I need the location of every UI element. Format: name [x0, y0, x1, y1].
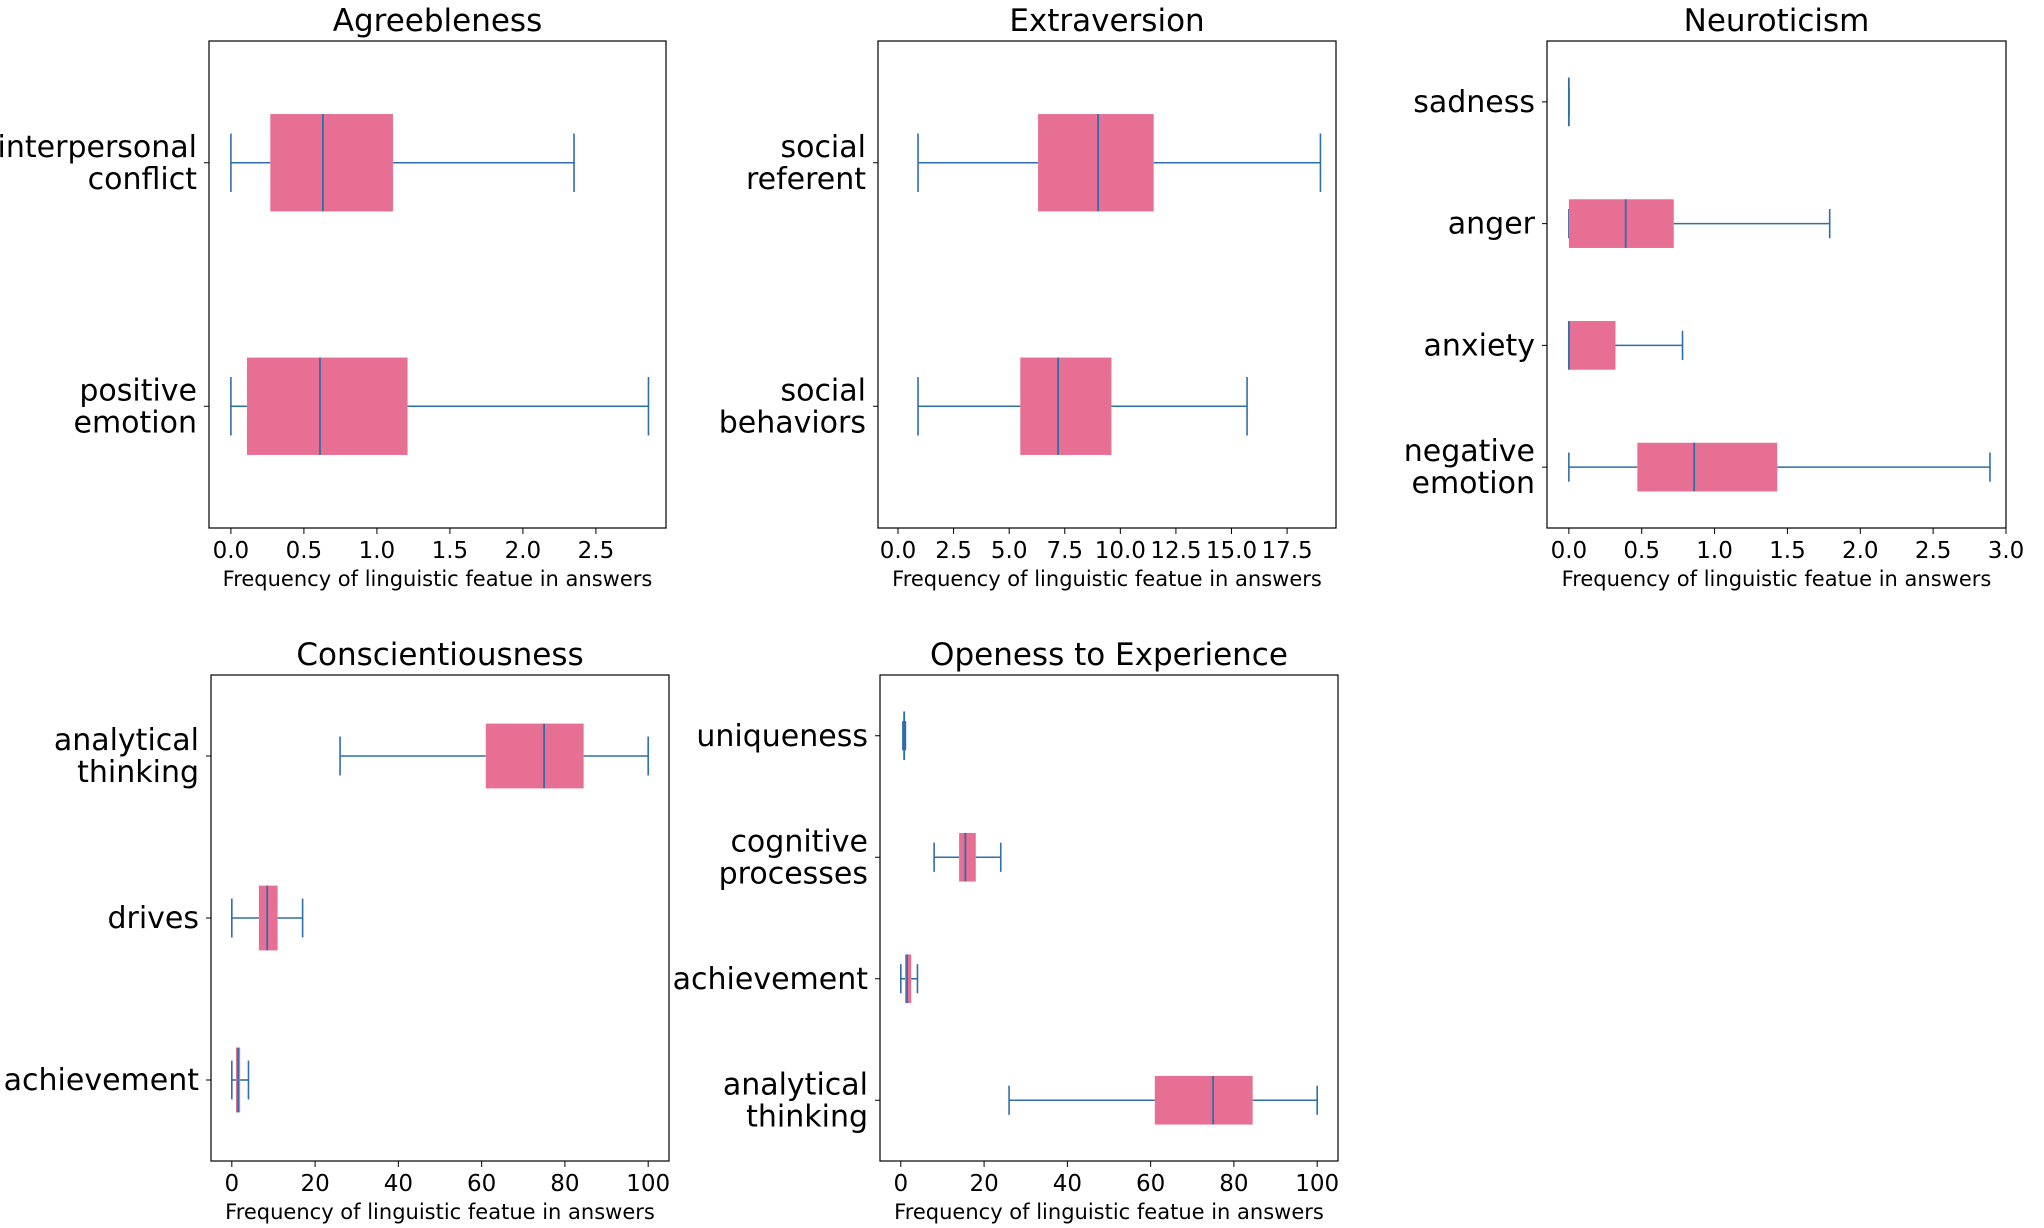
box-iqr — [258, 885, 278, 951]
panel-5: Openess to Experience uniqueness cognitive… — [673, 637, 1339, 1224]
chart-title: Neuroticism — [1684, 3, 1870, 39]
x-axis-label: Frequency of linguistic featue in answer… — [225, 1200, 655, 1224]
category-3: anxiety — [1424, 321, 1684, 370]
chart-title: Agreebleness — [333, 3, 542, 39]
category-3: achievement — [4, 1047, 250, 1113]
x-tick-label: 0 — [224, 1171, 239, 1197]
y-tick-label: anxiety — [1424, 328, 1535, 363]
x-tick-label: 60 — [1136, 1171, 1165, 1197]
y-tick-label: negative emotion — [1404, 434, 1535, 501]
category-2: drives — [107, 885, 304, 951]
panel-1: Agreebleness interpersonal conflict positiv… — [0, 3, 667, 591]
category-4: analytical thinking — [723, 1067, 1318, 1134]
panel-4: Conscientiousness analytical thinking drive… — [4, 637, 670, 1224]
x-tick-label: 2.0 — [505, 538, 542, 564]
y-tick-label: social referent — [746, 130, 866, 197]
category-1: social referent — [746, 114, 1322, 212]
x-tick-label: 100 — [626, 1171, 670, 1197]
x-tick-label: 20 — [969, 1171, 998, 1197]
box-iqr — [270, 114, 393, 212]
x-tick-label: 2.5 — [1915, 538, 1952, 564]
category-2: social behaviors — [719, 357, 1248, 455]
category-1: analytical thinking — [54, 723, 649, 790]
x-tick-label: 7.5 — [1046, 538, 1083, 564]
x-tick-label: 0.0 — [213, 538, 250, 564]
y-tick-label: interpersonal conflict — [0, 130, 197, 197]
y-tick-label: analytical thinking — [723, 1067, 868, 1134]
box-iqr — [246, 357, 408, 455]
x-tick-label: 0.5 — [1623, 538, 1660, 564]
x-tick-label: 15.0 — [1206, 538, 1257, 564]
category-2: cognitive processes — [719, 824, 1002, 891]
y-tick-label: sadness — [1413, 85, 1535, 120]
x-tick-label: 0.0 — [1551, 538, 1588, 564]
x-tick-label: 0.0 — [880, 538, 917, 564]
chart-title: Openess to Experience — [930, 637, 1288, 673]
x-tick-label: 12.5 — [1150, 538, 1201, 564]
chart-title: Conscientiousness — [296, 637, 583, 673]
y-tick-label: achievement — [673, 962, 869, 997]
x-tick-label: 20 — [300, 1171, 329, 1197]
plot-frame — [208, 40, 667, 529]
panel-3: Neuroticism sadness anger anxiety negative em… — [1404, 3, 2025, 591]
box-iqr — [485, 723, 584, 789]
x-tick-label: 5.0 — [991, 538, 1028, 564]
x-tick-label: 0 — [893, 1171, 908, 1197]
x-tick-label: 3.0 — [1988, 538, 2025, 564]
y-tick-label: social behaviors — [719, 373, 866, 440]
box-iqr — [1038, 114, 1154, 212]
x-tick-label: 10.0 — [1095, 538, 1146, 564]
box-iqr — [1020, 357, 1112, 455]
y-tick-label: cognitive processes — [719, 824, 868, 891]
y-tick-label: achievement — [4, 1063, 200, 1098]
category-2: positive emotion — [73, 357, 650, 455]
x-tick-label: 40 — [384, 1171, 413, 1197]
x-tick-label: 80 — [1219, 1171, 1248, 1197]
category-2: anger — [1448, 199, 1831, 248]
category-1: interpersonal conflict — [0, 114, 575, 212]
chart-title: Extraversion — [1009, 3, 1204, 39]
box-iqr — [1568, 321, 1616, 370]
y-tick-label: drives — [107, 901, 199, 936]
x-tick-label: 60 — [467, 1171, 496, 1197]
x-tick-label: 80 — [550, 1171, 579, 1197]
category-1: sadness — [1413, 77, 1570, 127]
y-tick-label: uniqueness — [696, 719, 868, 754]
box-iqr — [1154, 1075, 1253, 1125]
x-tick-label: 17.5 — [1261, 538, 1312, 564]
x-tick-label: 2.5 — [578, 538, 615, 564]
box-iqr — [1637, 442, 1778, 492]
x-tick-label: 1.5 — [432, 538, 469, 564]
box-iqr — [959, 832, 976, 882]
x-tick-label: 0.5 — [286, 538, 323, 564]
x-tick-label: 1.0 — [359, 538, 396, 564]
x-tick-label: 100 — [1295, 1171, 1339, 1197]
x-tick-label: 1.5 — [1769, 538, 1806, 564]
x-tick-label: 40 — [1053, 1171, 1082, 1197]
plot-frame — [877, 40, 1337, 529]
x-axis-label: Frequency of linguistic featue in answer… — [892, 567, 1322, 591]
y-tick-label: positive emotion — [73, 373, 197, 440]
y-tick-label: analytical thinking — [54, 723, 199, 790]
x-tick-label: 1.0 — [1696, 538, 1733, 564]
x-axis-label: Frequency of linguistic featue in answer… — [894, 1200, 1324, 1224]
x-axis-label: Frequency of linguistic featue in answer… — [223, 567, 653, 591]
plot-frame — [210, 674, 670, 1162]
plot-frame — [879, 674, 1339, 1162]
panel-2: Extraversion social referent social behavior… — [719, 3, 1337, 591]
plot-frame — [1546, 40, 2007, 529]
category-3: achievement — [673, 954, 919, 1004]
x-tick-label: 2.5 — [935, 538, 972, 564]
category-1: uniqueness — [696, 711, 907, 761]
box-iqr — [1568, 199, 1674, 248]
y-tick-label: anger — [1448, 207, 1536, 242]
category-4: negative emotion — [1404, 434, 1991, 501]
box-iqr — [904, 954, 912, 1004]
x-axis-label: Frequency of linguistic featue in answer… — [1562, 567, 1992, 591]
x-tick-label: 2.0 — [1842, 538, 1879, 564]
